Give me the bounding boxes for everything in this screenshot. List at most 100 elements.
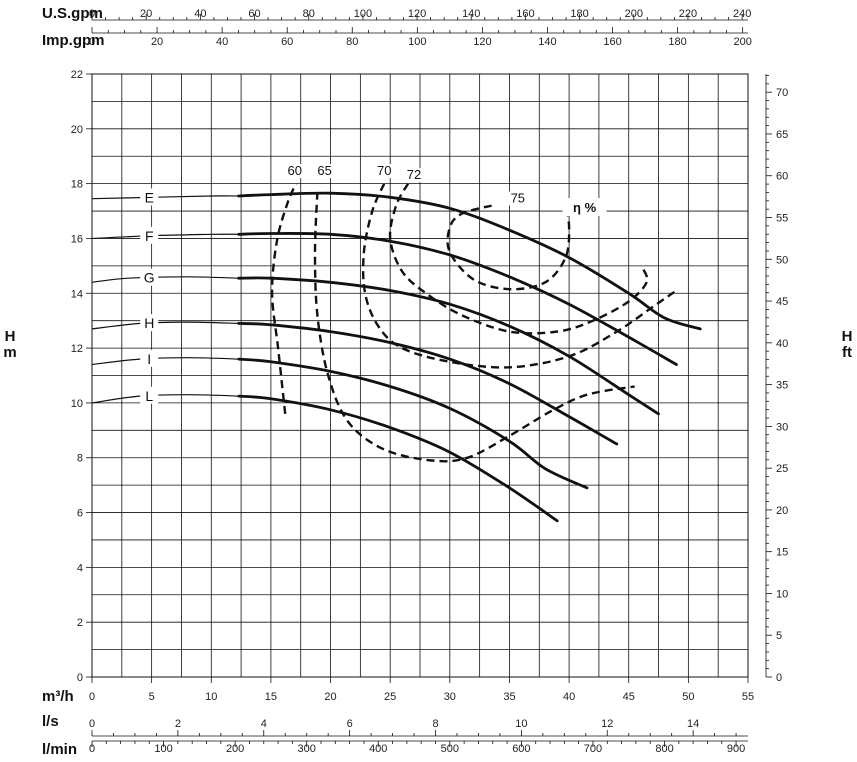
- x-ls-tick-label: 0: [89, 718, 95, 730]
- x-impgpm-tick-label: 0: [89, 36, 95, 48]
- efficiency-75-label-bg: [507, 191, 528, 206]
- x-m3h-tick-label: 5: [149, 691, 155, 703]
- x-usgpm-tick-label: 40: [194, 8, 206, 20]
- y-left-tick-label: 22: [71, 69, 83, 81]
- x-m3h-tick-label: 15: [265, 691, 277, 703]
- x-impgpm-tick-label: 160: [603, 36, 621, 48]
- curve-g-thin-line: [91, 276, 239, 283]
- x-lmin-tick-label: 500: [441, 743, 459, 755]
- curve-h-line: [237, 322, 619, 446]
- efficiency-title-bg: [562, 198, 607, 217]
- x-lmin-tick-label: 200: [226, 743, 244, 755]
- curve-f-line: [237, 232, 678, 366]
- curve-e-line: [237, 191, 702, 331]
- x-lmin-tick-label: 0: [89, 743, 95, 755]
- x-ls-label: l/s: [42, 713, 59, 730]
- curve-i-label-bg: [140, 349, 159, 367]
- x-usgpm-tick-label: 0: [89, 8, 95, 20]
- y-left-tick-label: 8: [77, 453, 83, 465]
- y-right-tick-label: 20: [776, 505, 788, 517]
- x-lmin-tick-label: 900: [727, 743, 745, 755]
- efficiency-75-line: [446, 204, 571, 291]
- x-usgpm-tick-label: 200: [625, 8, 643, 20]
- x-impgpm-tick-label: 20: [151, 36, 163, 48]
- efficiency-70-label-bg: [374, 164, 395, 179]
- y-left-tick-label: 10: [71, 398, 83, 410]
- curve-i-line: [237, 357, 589, 490]
- efficiency-72-line: [388, 182, 649, 335]
- y-right-tick-label: 30: [776, 421, 788, 433]
- x-usgpm-tick-label: 220: [679, 8, 697, 20]
- x-ls-tick-label: 2: [175, 718, 181, 730]
- x-lmin-tick-label: 700: [584, 743, 602, 755]
- y-right-label-top: H: [842, 328, 853, 345]
- chart-labels: E F G H I L 60 65 70 72 75 η %: [140, 163, 607, 404]
- y-left-tick-label: 14: [71, 288, 83, 300]
- efficiency-60-line: [270, 183, 298, 415]
- y-right-tick-label: 40: [776, 338, 788, 350]
- x-impgpm-tick-label: 100: [408, 36, 426, 48]
- curve-f-label-bg: [140, 226, 159, 244]
- x-m3h-tick-label: 20: [324, 691, 336, 703]
- x-lmin-tick-label: 400: [369, 743, 387, 755]
- efficiency-60-label-bg: [284, 164, 305, 179]
- efficiency-65-label: 65: [317, 163, 331, 178]
- x-usgpm-tick-label: 80: [303, 8, 315, 20]
- curve-h-label: H: [144, 315, 154, 331]
- efficiency-65-line: [313, 191, 635, 463]
- efficiency-70-line: [361, 183, 678, 369]
- plot-frame: [91, 73, 749, 678]
- curve-e-label: E: [145, 189, 154, 205]
- chart-axes: 0246810121416182022Hm0510152025303540455…: [3, 5, 852, 758]
- y-left-tick-label: 16: [71, 233, 83, 245]
- y-left-tick-label: 6: [77, 508, 83, 520]
- y-right-tick-label: 35: [776, 380, 788, 392]
- x-m3h-tick-label: 40: [563, 691, 575, 703]
- y-left-label-top: H: [5, 328, 16, 345]
- curve-h-label-bg: [140, 314, 159, 332]
- x-m3h-tick-label: 55: [742, 691, 754, 703]
- y-right-tick-label: 45: [776, 296, 788, 308]
- curve-g-label-bg: [140, 268, 159, 286]
- efficiency-75-label: 75: [511, 190, 525, 205]
- x-ls-tick-label: 8: [432, 718, 438, 730]
- x-impgpm-tick-label: 200: [733, 36, 751, 48]
- x-usgpm-tick-label: 160: [516, 8, 534, 20]
- y-right-tick-label: 50: [776, 254, 788, 266]
- chart-grid: [91, 73, 749, 678]
- y-left-tick-label: 4: [77, 562, 83, 574]
- x-impgpm-tick-label: 180: [668, 36, 686, 48]
- x-ls-tick-label: 12: [601, 718, 613, 730]
- x-m3h-label: m³/h: [42, 688, 74, 705]
- y-right-tick-label: 10: [776, 588, 788, 600]
- y-right-tick-label: 65: [776, 129, 788, 141]
- x-usgpm-tick-label: 60: [248, 8, 260, 20]
- x-impgpm-tick-label: 80: [346, 36, 358, 48]
- efficiency-70-label: 70: [377, 163, 391, 178]
- x-ls-tick-label: 10: [515, 718, 527, 730]
- y-left-tick-label: 0: [77, 672, 83, 684]
- x-m3h-tick-label: 25: [384, 691, 396, 703]
- efficiency-65-label-bg: [314, 164, 335, 179]
- x-m3h-tick-label: 30: [444, 691, 456, 703]
- curve-l-line: [237, 394, 559, 523]
- x-ls-tick-label: 6: [347, 718, 353, 730]
- y-right-tick-label: 60: [776, 171, 788, 183]
- curve-e-label-bg: [140, 188, 159, 206]
- x-impgpm-tick-label: 40: [216, 36, 228, 48]
- y-right-tick-label: 55: [776, 213, 788, 225]
- efficiency-72-label: 72: [407, 167, 421, 182]
- x-impgpm-label: Imp.gpm: [42, 32, 105, 49]
- x-m3h-tick-label: 50: [682, 691, 694, 703]
- y-right-label-bottom: ft: [842, 344, 852, 361]
- y-left-tick-label: 2: [77, 617, 83, 629]
- x-usgpm-tick-label: 20: [140, 8, 152, 20]
- x-usgpm-label: U.S.gpm: [42, 5, 103, 22]
- x-lmin-tick-label: 100: [154, 743, 172, 755]
- x-impgpm-tick-label: 120: [473, 36, 491, 48]
- x-usgpm-tick-label: 120: [408, 8, 426, 20]
- curve-g-label: G: [144, 270, 155, 286]
- curve-f-label: F: [145, 228, 154, 244]
- x-m3h-tick-label: 45: [623, 691, 635, 703]
- efficiency-curves: [270, 182, 678, 463]
